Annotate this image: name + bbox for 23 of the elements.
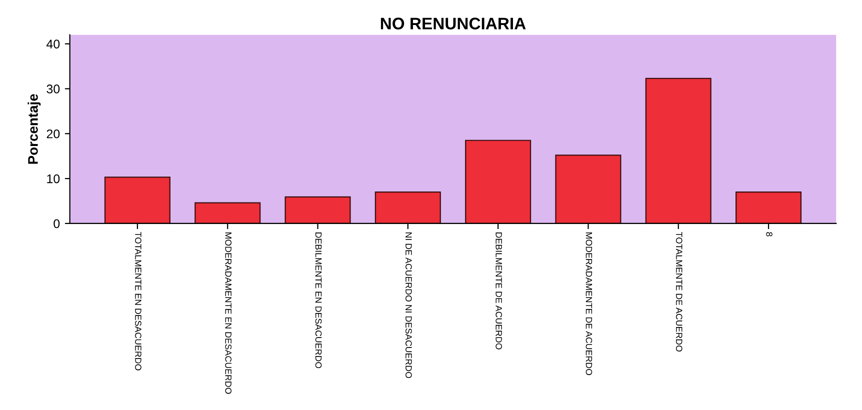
bar <box>555 154 622 224</box>
y-tick-label: 0 <box>54 219 60 228</box>
bar <box>194 202 261 224</box>
bar <box>374 191 441 224</box>
chart-title: NO RENUNCIARIA <box>380 18 526 30</box>
y-tick-label: 10 <box>47 174 60 184</box>
x-tick-label: DEBILMENTE EN DESACUERDO <box>315 232 322 368</box>
bar <box>736 191 802 224</box>
y-tick-label: 40 <box>46 40 60 48</box>
bar <box>465 140 532 224</box>
x-tick-label: 8 <box>766 232 772 236</box>
x-tick-label: TOTALMENTE DE ACUERDO <box>676 232 682 352</box>
y-tick-label: 20 <box>46 129 60 138</box>
y-axis-title: Porcentaje <box>28 94 41 164</box>
y-tick-label: 30 <box>46 84 60 94</box>
x-tick-label: NI DE ACUERDO NI DESACUERDO <box>406 232 412 378</box>
bar <box>645 78 712 224</box>
x-tick-label: MODERADAMENTE DE ACUERDO <box>586 232 592 376</box>
x-tick-label: DEBILMENTE DE ACUERDO <box>496 232 502 350</box>
x-tick-label: MODERADAMENTE EN DESACUERDO <box>225 232 232 394</box>
bar <box>284 196 351 224</box>
x-tick-label: TOTALMENTE EN DESACUERDO <box>135 232 142 370</box>
bar <box>104 176 170 224</box>
